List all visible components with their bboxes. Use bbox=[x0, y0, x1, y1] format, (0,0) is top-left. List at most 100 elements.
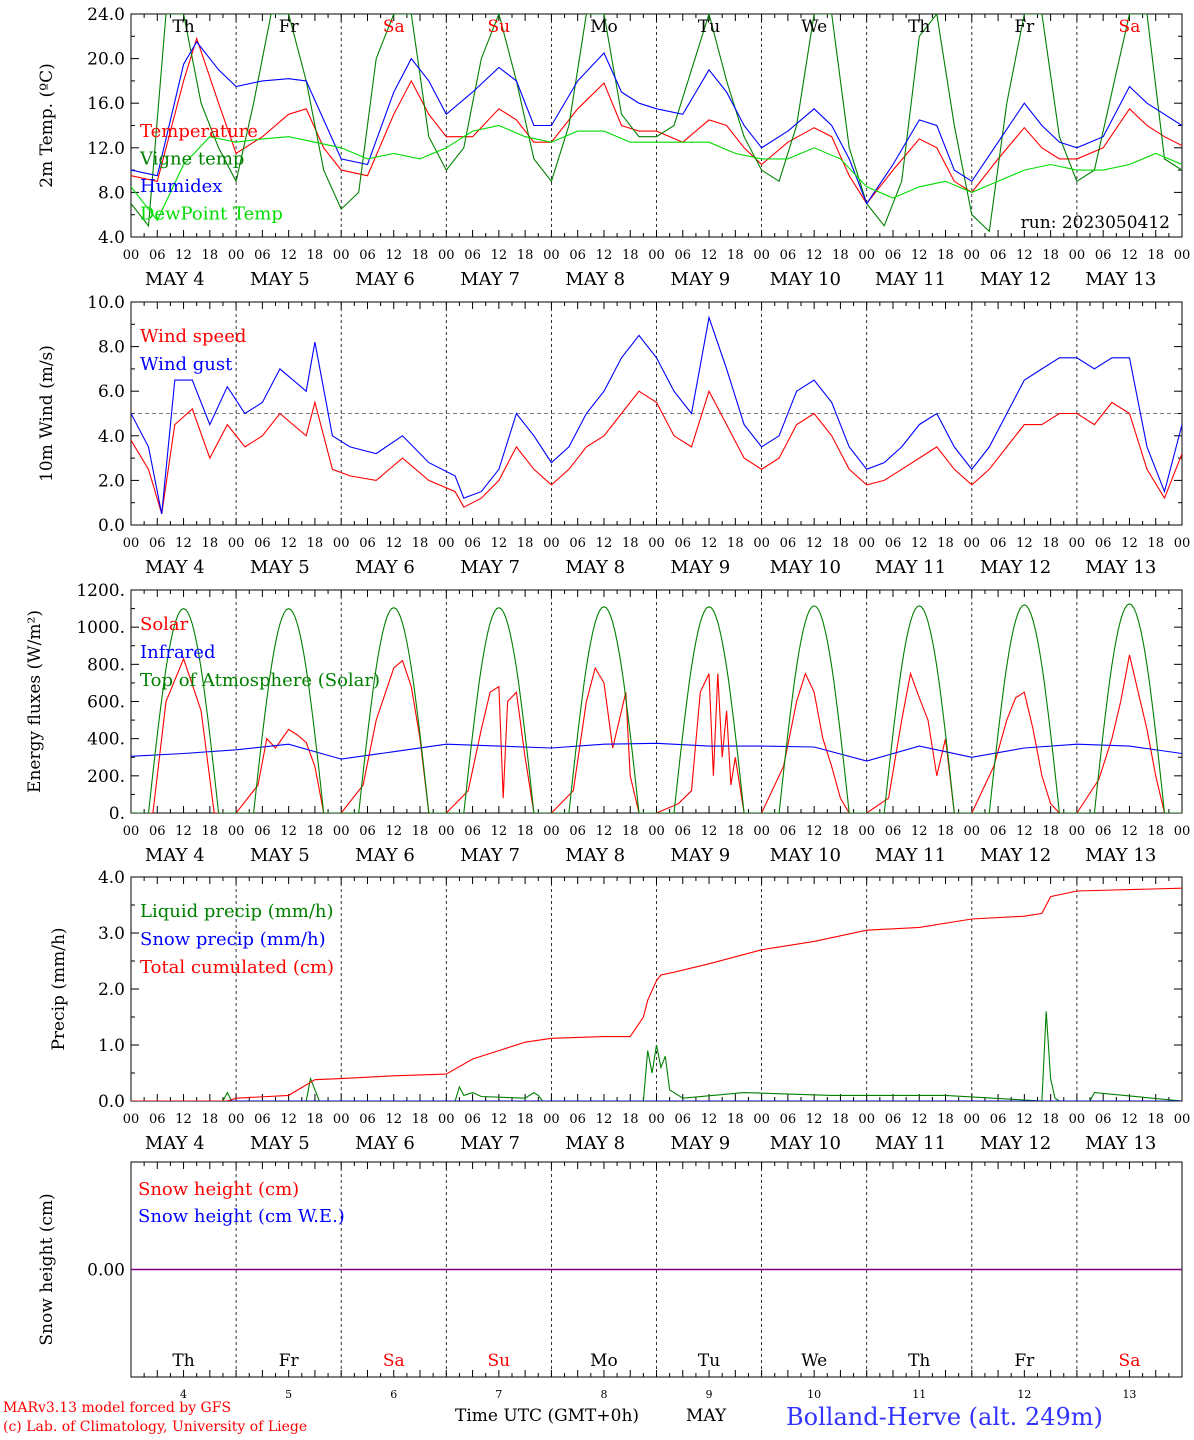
hour-label: 18 bbox=[727, 536, 744, 551]
hour-label: 06 bbox=[990, 248, 1007, 263]
station-name: Bolland-Herve (alt. 249m) bbox=[786, 1403, 1103, 1431]
hour-label: 18 bbox=[1147, 824, 1164, 839]
hour-label: 12 bbox=[1121, 1112, 1138, 1127]
hour-label: 18 bbox=[1042, 536, 1059, 551]
y-tick-label: 6.0 bbox=[98, 382, 125, 402]
hour-label: 12 bbox=[911, 824, 928, 839]
hour-label: 18 bbox=[727, 1112, 744, 1127]
date-label: MAY 9 bbox=[670, 269, 730, 290]
hour-label: 18 bbox=[1147, 536, 1164, 551]
date-label: MAY 4 bbox=[145, 269, 205, 290]
hour-label: 00 bbox=[438, 536, 455, 551]
hour-label: 18 bbox=[202, 824, 219, 839]
y-tick-label: 20.0 bbox=[87, 50, 125, 70]
hour-label: 12 bbox=[1121, 536, 1138, 551]
legend-entry: Liquid precip (mm/h) bbox=[140, 901, 334, 922]
hour-label: 00 bbox=[1174, 824, 1191, 839]
hour-label: 12 bbox=[806, 536, 823, 551]
series-group bbox=[131, 603, 1182, 813]
date-label: MAY 8 bbox=[565, 269, 625, 290]
hour-label: 06 bbox=[359, 248, 376, 263]
series-group bbox=[131, 14, 1182, 233]
hour-label: 12 bbox=[385, 248, 402, 263]
y-tick-label: 4.0 bbox=[98, 427, 125, 447]
hour-label: 12 bbox=[280, 824, 297, 839]
y-axis-label: Energy fluxes (W/m²) bbox=[25, 610, 45, 793]
hour-label: 06 bbox=[885, 536, 902, 551]
hour-label: 06 bbox=[359, 536, 376, 551]
y-tick-label: 400. bbox=[87, 730, 125, 750]
hour-label: 06 bbox=[149, 536, 166, 551]
hour-label: 00 bbox=[543, 248, 560, 263]
y-axis-label: Snow height (cm) bbox=[37, 1193, 57, 1345]
weekday-label: Th bbox=[172, 17, 194, 37]
hour-label: 18 bbox=[622, 1112, 639, 1127]
date-label: MAY 12 bbox=[980, 269, 1051, 290]
hour-label: 18 bbox=[622, 248, 639, 263]
hour-label: 12 bbox=[1121, 248, 1138, 263]
hour-label: 00 bbox=[123, 1112, 140, 1127]
day-number: 4 bbox=[180, 1388, 187, 1401]
panel-frame bbox=[130, 589, 1183, 814]
time-axis-label: Time UTC (GMT+0h) bbox=[455, 1406, 640, 1426]
hour-label: 18 bbox=[832, 1112, 849, 1127]
y-axis-label: Precip (mm/h) bbox=[49, 927, 69, 1050]
y-tick-label: 0.00 bbox=[87, 1261, 125, 1281]
hour-label: 00 bbox=[1174, 1112, 1191, 1127]
hour-label: 12 bbox=[596, 248, 613, 263]
date-label: MAY 4 bbox=[145, 845, 205, 866]
panel-1: 4.0 8.0 12.0 16.0 20.0 24.0 2m Temp. (ºC) Tempe… bbox=[37, 5, 1190, 290]
hour-label: 00 bbox=[858, 536, 875, 551]
hour-label: 18 bbox=[412, 1112, 429, 1127]
hour-label: 06 bbox=[780, 536, 797, 551]
date-label: MAY 4 bbox=[145, 557, 205, 578]
date-label: MAY 13 bbox=[1085, 1133, 1156, 1154]
y-tick-label: 2.0 bbox=[98, 980, 125, 1000]
hour-label: 18 bbox=[937, 248, 954, 263]
hour-label: 18 bbox=[1147, 1112, 1164, 1127]
date-label: MAY 12 bbox=[980, 557, 1051, 578]
hour-label: 00 bbox=[1174, 536, 1191, 551]
date-label: MAY 6 bbox=[355, 269, 415, 290]
hour-label: 00 bbox=[123, 536, 140, 551]
date-label: MAY 9 bbox=[670, 1133, 730, 1154]
hour-label: 18 bbox=[1042, 824, 1059, 839]
hour-label: 00 bbox=[1069, 536, 1086, 551]
hour-label: 00 bbox=[333, 824, 350, 839]
hour-label: 18 bbox=[202, 536, 219, 551]
legend-entry: Humidex bbox=[140, 176, 222, 197]
date-label: MAY 7 bbox=[460, 845, 520, 866]
hour-label: 06 bbox=[569, 824, 586, 839]
hour-label: 00 bbox=[648, 1112, 665, 1127]
date-label: MAY 7 bbox=[460, 1133, 520, 1154]
weekday-label: Fr bbox=[279, 17, 300, 37]
hour-label: 18 bbox=[517, 824, 534, 839]
hour-label: 06 bbox=[464, 248, 481, 263]
hour-label: 18 bbox=[1042, 1112, 1059, 1127]
hour-label: 18 bbox=[307, 824, 324, 839]
weekday-label: Th bbox=[908, 17, 930, 37]
hour-label: 12 bbox=[385, 536, 402, 551]
hour-label: 00 bbox=[753, 824, 770, 839]
hour-label: 00 bbox=[438, 824, 455, 839]
hour-label: 12 bbox=[806, 1112, 823, 1127]
date-label: MAY 9 bbox=[670, 557, 730, 578]
y-tick-label: 4.0 bbox=[98, 228, 125, 248]
y-tick-label: 1.0 bbox=[98, 1036, 125, 1056]
hour-label: 00 bbox=[1069, 248, 1086, 263]
series-wind-gust bbox=[131, 315, 1182, 515]
hour-label: 00 bbox=[753, 1112, 770, 1127]
series-top-of-atmosphere-solar bbox=[131, 603, 1182, 813]
y-tick-label: 4.0 bbox=[98, 868, 125, 888]
hour-label: 00 bbox=[964, 824, 981, 839]
hour-label: 12 bbox=[175, 1112, 192, 1127]
date-label: MAY 10 bbox=[770, 845, 841, 866]
panel-frame bbox=[130, 13, 1183, 238]
series-infrared bbox=[131, 742, 1182, 762]
hour-label: 06 bbox=[569, 1112, 586, 1127]
hour-label: 06 bbox=[675, 1112, 692, 1127]
date-label: MAY 5 bbox=[250, 269, 310, 290]
hour-label: 00 bbox=[1174, 248, 1191, 263]
weekday-label: We bbox=[801, 1351, 827, 1371]
